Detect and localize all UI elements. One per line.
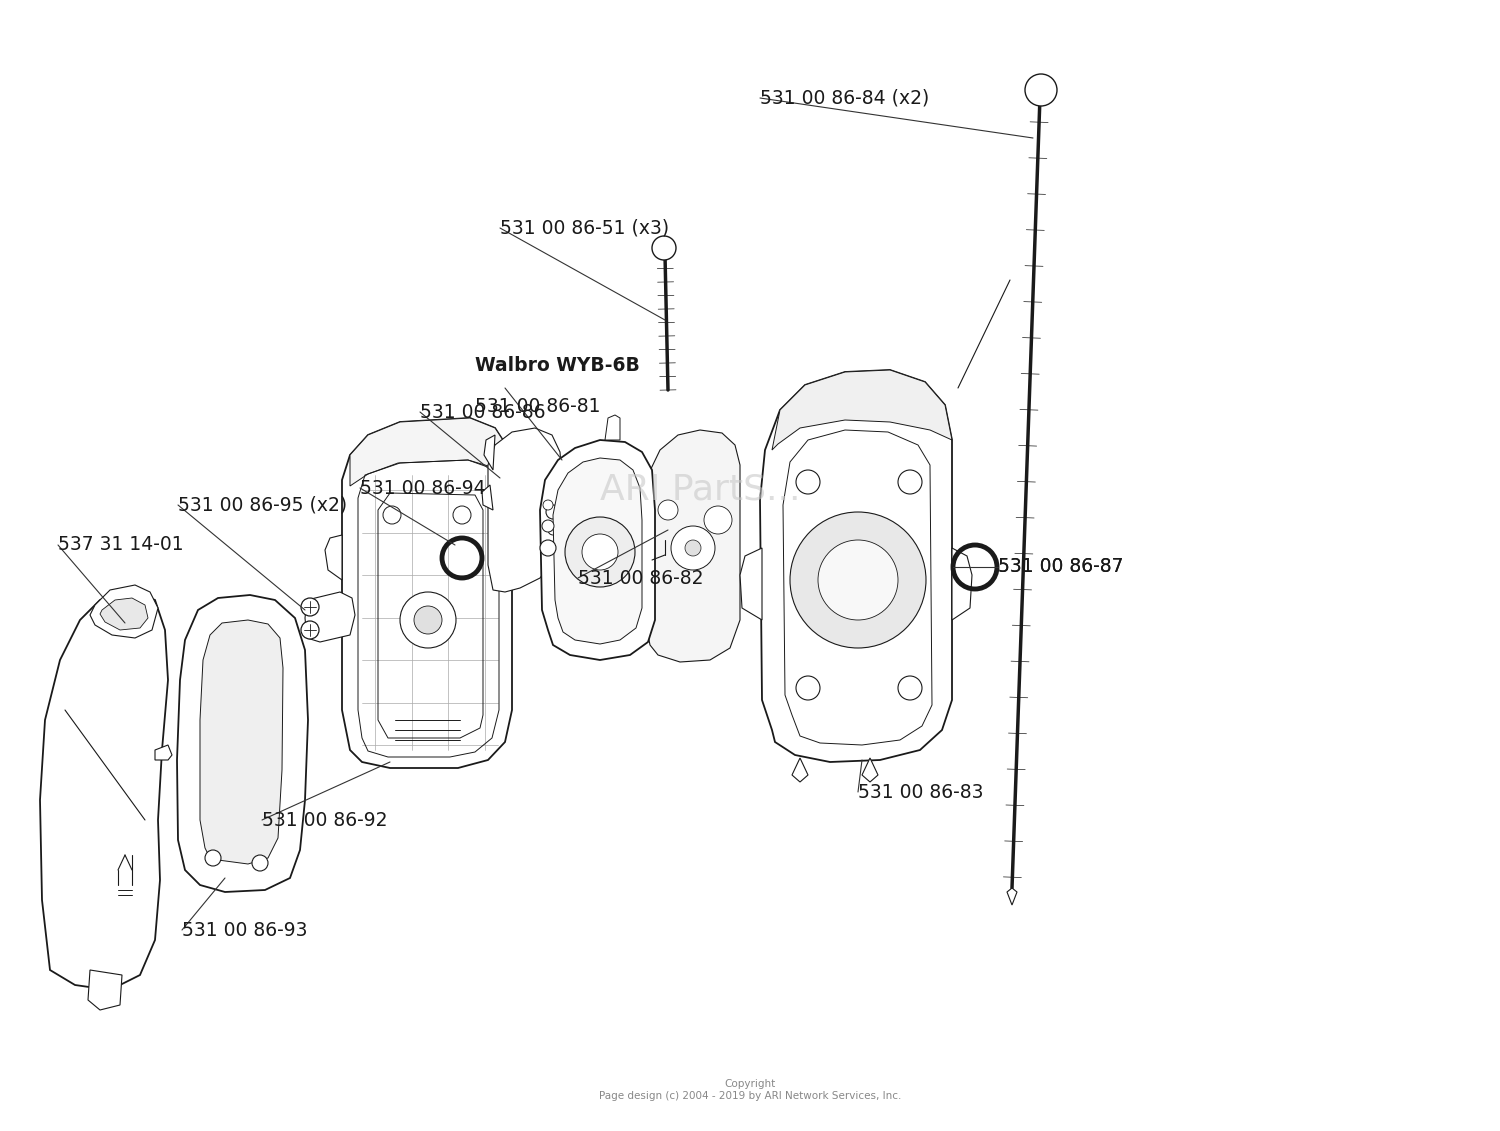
Polygon shape (862, 758, 877, 782)
Circle shape (542, 520, 554, 532)
Polygon shape (554, 458, 642, 644)
Text: 531 00 86-81: 531 00 86-81 (476, 397, 600, 416)
Polygon shape (90, 585, 158, 638)
Text: 531 00 86-86: 531 00 86-86 (420, 403, 546, 422)
Text: 531 00 86-51 (x3): 531 00 86-51 (x3) (500, 218, 669, 238)
Circle shape (252, 855, 268, 871)
Polygon shape (350, 418, 512, 486)
Circle shape (414, 606, 442, 634)
Circle shape (658, 500, 678, 520)
Text: 531 00 86-87: 531 00 86-87 (998, 558, 1124, 577)
Polygon shape (40, 590, 168, 990)
Polygon shape (740, 549, 762, 620)
Polygon shape (760, 370, 952, 762)
Circle shape (206, 851, 220, 866)
Text: 531 00 86-95 (x2): 531 00 86-95 (x2) (178, 495, 346, 515)
Circle shape (898, 676, 922, 700)
Text: 531 00 86-84 (x2): 531 00 86-84 (x2) (760, 88, 928, 107)
Polygon shape (177, 595, 308, 892)
Text: 531 00 86-87: 531 00 86-87 (998, 558, 1124, 577)
Polygon shape (644, 430, 740, 662)
Polygon shape (604, 415, 619, 440)
Polygon shape (482, 485, 494, 510)
Polygon shape (1007, 888, 1017, 905)
Circle shape (548, 525, 558, 535)
Circle shape (400, 592, 456, 648)
Polygon shape (326, 535, 342, 580)
Polygon shape (200, 620, 284, 864)
Circle shape (790, 512, 926, 648)
Text: Walbro WYB-6B: Walbro WYB-6B (476, 356, 640, 375)
Polygon shape (304, 592, 355, 642)
Circle shape (796, 676, 820, 700)
Text: 531 00 86-93: 531 00 86-93 (182, 921, 308, 940)
Circle shape (543, 500, 554, 510)
Text: 531 00 86-94: 531 00 86-94 (360, 478, 486, 498)
Polygon shape (484, 435, 495, 470)
Circle shape (704, 506, 732, 534)
Circle shape (302, 621, 320, 639)
Circle shape (582, 534, 618, 570)
Polygon shape (88, 970, 122, 1010)
Polygon shape (488, 428, 562, 592)
Text: Copyright
Page design (c) 2004 - 2019 by ARI Network Services, Inc.: Copyright Page design (c) 2004 - 2019 by… (598, 1079, 902, 1100)
Text: 531 00 86-83: 531 00 86-83 (858, 783, 984, 802)
Circle shape (670, 526, 716, 570)
Circle shape (566, 517, 634, 587)
Circle shape (382, 506, 400, 524)
Circle shape (1024, 74, 1057, 106)
Circle shape (818, 539, 898, 620)
Text: 531 00 86-92: 531 00 86-92 (262, 811, 387, 829)
Circle shape (453, 506, 471, 524)
Polygon shape (154, 745, 172, 760)
Circle shape (686, 539, 700, 556)
Text: 537 31 14-01: 537 31 14-01 (58, 535, 183, 554)
Circle shape (796, 470, 820, 494)
Polygon shape (540, 440, 656, 661)
Polygon shape (952, 549, 972, 620)
Circle shape (546, 506, 560, 519)
Polygon shape (100, 598, 148, 630)
Text: ARI PartS...: ARI PartS... (600, 473, 801, 507)
Polygon shape (772, 370, 952, 450)
Text: 531 00 86-82: 531 00 86-82 (578, 569, 704, 587)
Circle shape (898, 470, 922, 494)
Circle shape (540, 539, 556, 556)
Circle shape (652, 236, 676, 260)
Polygon shape (792, 758, 808, 782)
Polygon shape (342, 418, 512, 768)
Circle shape (302, 598, 320, 616)
